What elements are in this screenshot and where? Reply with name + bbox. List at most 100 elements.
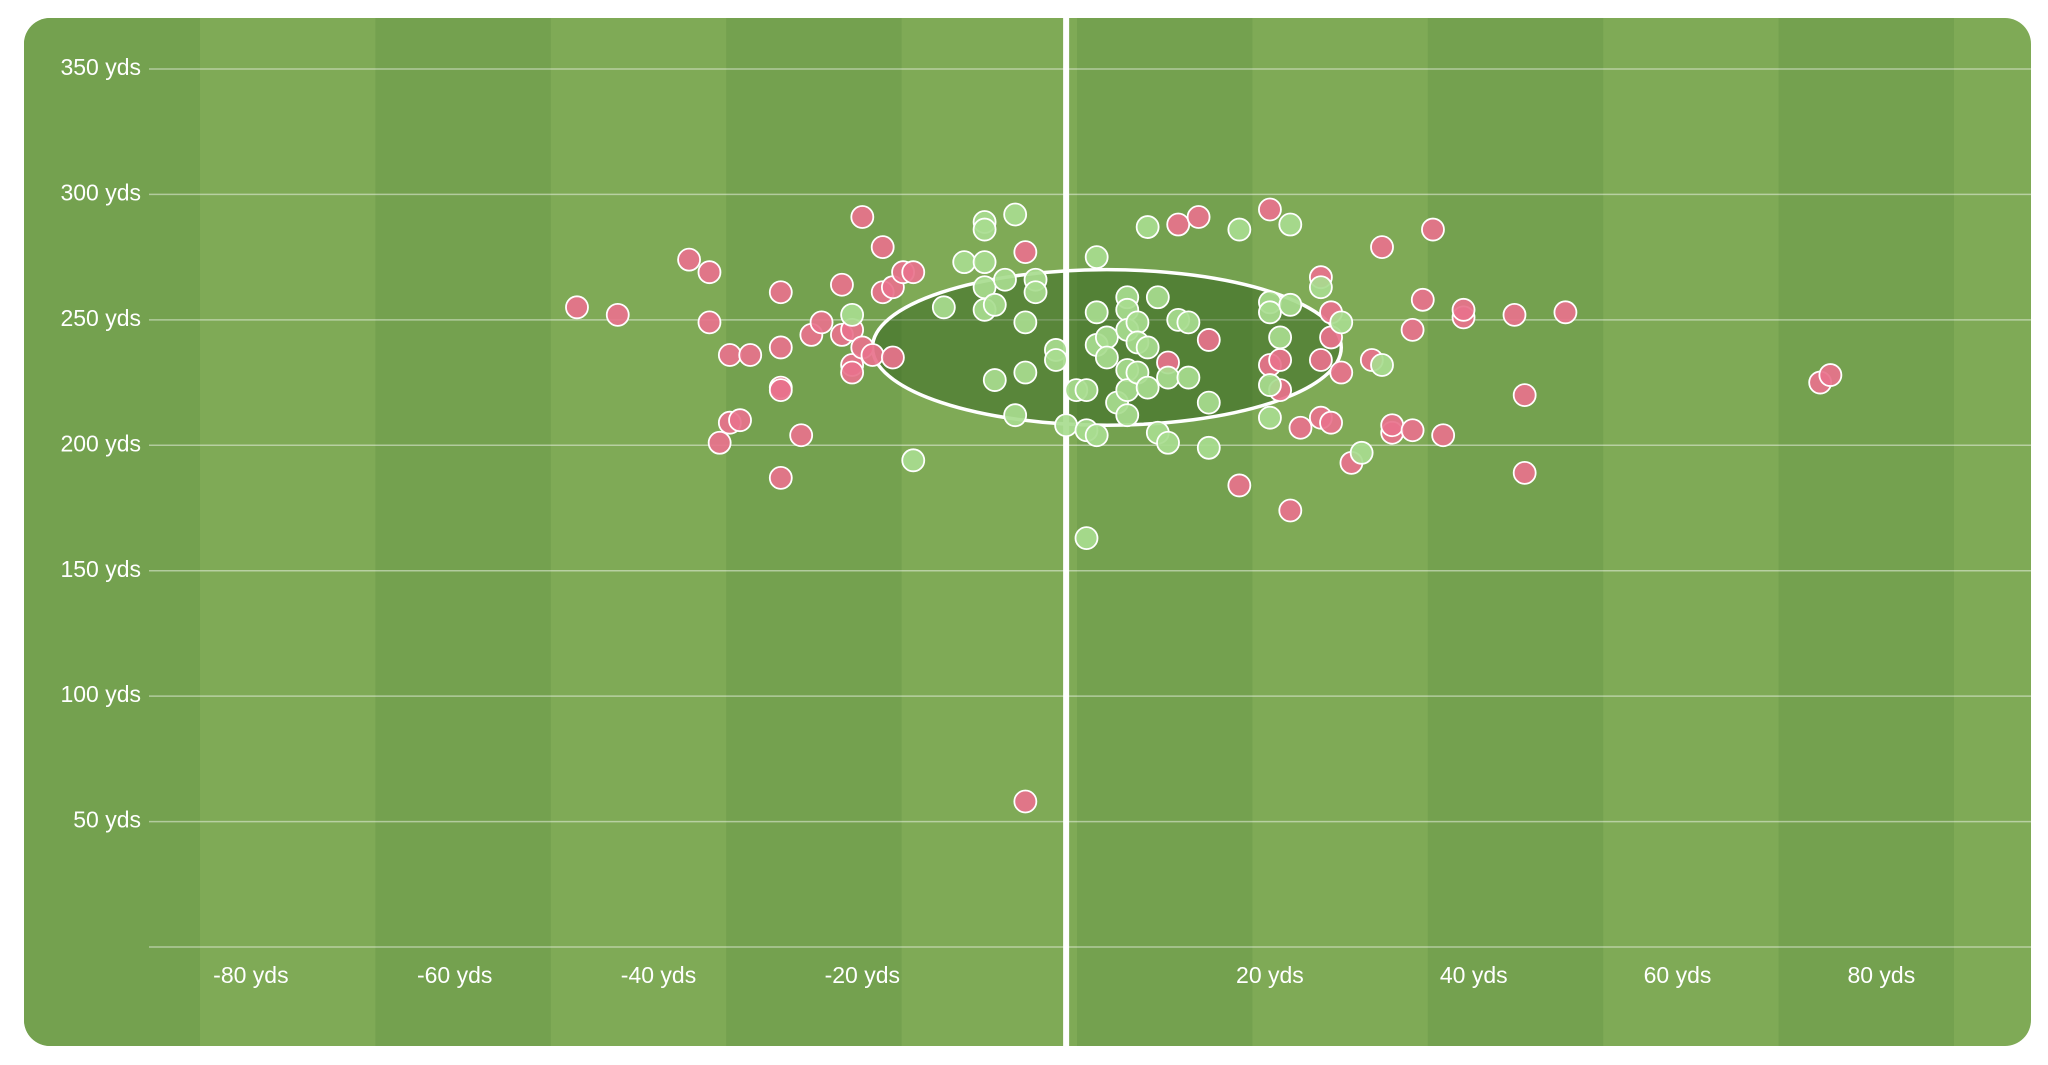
shot-point [1074, 526, 1099, 551]
shot-point [1176, 365, 1201, 390]
y-tick-label: 350 yds [60, 54, 141, 80]
shot-point [840, 360, 865, 385]
y-tick-label: 150 yds [60, 556, 141, 582]
shot-point [768, 280, 793, 305]
shot-point [1451, 297, 1476, 322]
y-tick-label: 300 yds [60, 180, 141, 206]
shot-point [697, 260, 722, 285]
shot-point [1156, 365, 1180, 390]
shot-point [738, 343, 763, 367]
shot-point [1013, 310, 1038, 335]
shot-point [1502, 302, 1527, 327]
x-tick-label: -40 yds [621, 962, 696, 988]
shot-point [972, 217, 997, 242]
shot-point [1268, 325, 1293, 350]
field-stripe [1427, 18, 1604, 1046]
shot-point [1258, 405, 1282, 430]
x-tick-label: 60 yds [1644, 962, 1712, 988]
shot-point [1329, 310, 1354, 335]
shot-point [1115, 403, 1140, 428]
shot-point [850, 205, 875, 229]
x-tick-label: 40 yds [1440, 962, 1508, 988]
shot-point [1023, 280, 1048, 305]
shot-point [1176, 310, 1201, 335]
shot-point [707, 430, 732, 455]
shot-point [1512, 383, 1537, 408]
field-stripe [375, 18, 551, 1046]
shot-point [1013, 360, 1038, 385]
x-tick-label: 20 yds [1236, 962, 1304, 988]
shot-point [901, 260, 926, 285]
shot-point [1227, 473, 1252, 498]
shot-point [1084, 245, 1109, 270]
shot-point [1431, 423, 1456, 448]
shot-point [1186, 205, 1211, 229]
shot-point [901, 448, 926, 473]
shot-point [1319, 410, 1343, 435]
shot-point [870, 235, 895, 260]
shot-point [1329, 360, 1354, 385]
shot-point [1135, 335, 1160, 360]
shot-point [1288, 415, 1313, 440]
shot-point [1308, 275, 1333, 300]
shot-point [789, 423, 814, 448]
shot-point [1156, 430, 1180, 455]
shot-point [768, 378, 793, 402]
shot-point [768, 335, 793, 360]
shot-point [1125, 310, 1150, 335]
shot-point [1135, 375, 1160, 400]
shot-point [1094, 345, 1119, 370]
shot-point [1094, 325, 1119, 350]
y-tick-label: 100 yds [60, 681, 141, 707]
shot-point [809, 310, 834, 335]
shot-point [1410, 287, 1435, 312]
shot-point [1268, 348, 1293, 372]
shot-point [768, 465, 793, 490]
field [24, 18, 2031, 1046]
y-tick-label: 200 yds [60, 430, 141, 456]
shot-point [605, 302, 630, 327]
shot-point [840, 302, 865, 327]
shot-point [1370, 353, 1394, 377]
shot-point [1278, 498, 1303, 523]
shot-point [1349, 440, 1374, 465]
shot-point [1074, 378, 1099, 402]
shot-point [1084, 423, 1109, 448]
field-stripe [1077, 18, 1253, 1046]
shot-point [972, 250, 997, 275]
y-tick-label: 250 yds [60, 305, 141, 331]
shot-point [993, 267, 1017, 292]
shot-point [1421, 217, 1445, 242]
shot-point [982, 368, 1007, 392]
field-stripe [1778, 18, 1954, 1046]
shot-point [697, 310, 722, 335]
shot-point [1044, 348, 1068, 372]
shot-point [677, 247, 701, 272]
shot-point [1084, 300, 1109, 325]
field-background [24, 18, 2031, 1046]
shot-point [1818, 363, 1843, 387]
shot-point [1553, 300, 1578, 325]
shot-point [1278, 212, 1303, 237]
y-tick-label: 50 yds [73, 807, 141, 833]
shot-point [1135, 215, 1160, 239]
shot-point [880, 345, 905, 370]
shot-point [1196, 390, 1221, 415]
shot-point [1227, 217, 1252, 242]
shot-point [1196, 435, 1221, 460]
shot-point [565, 295, 589, 320]
shot-point [1196, 328, 1221, 352]
shot-point [1512, 460, 1537, 485]
shot-point [728, 408, 752, 433]
shot-point [982, 292, 1007, 317]
shot-point [1145, 285, 1170, 310]
shot-point [1003, 403, 1028, 428]
x-tick-label: -20 yds [825, 962, 900, 988]
shot-point [1258, 300, 1282, 325]
shot-point [1013, 789, 1038, 814]
field-stripe [24, 18, 200, 1046]
shot-point [1278, 292, 1303, 317]
x-tick-label: -60 yds [417, 962, 492, 988]
shot-point [1258, 373, 1282, 397]
